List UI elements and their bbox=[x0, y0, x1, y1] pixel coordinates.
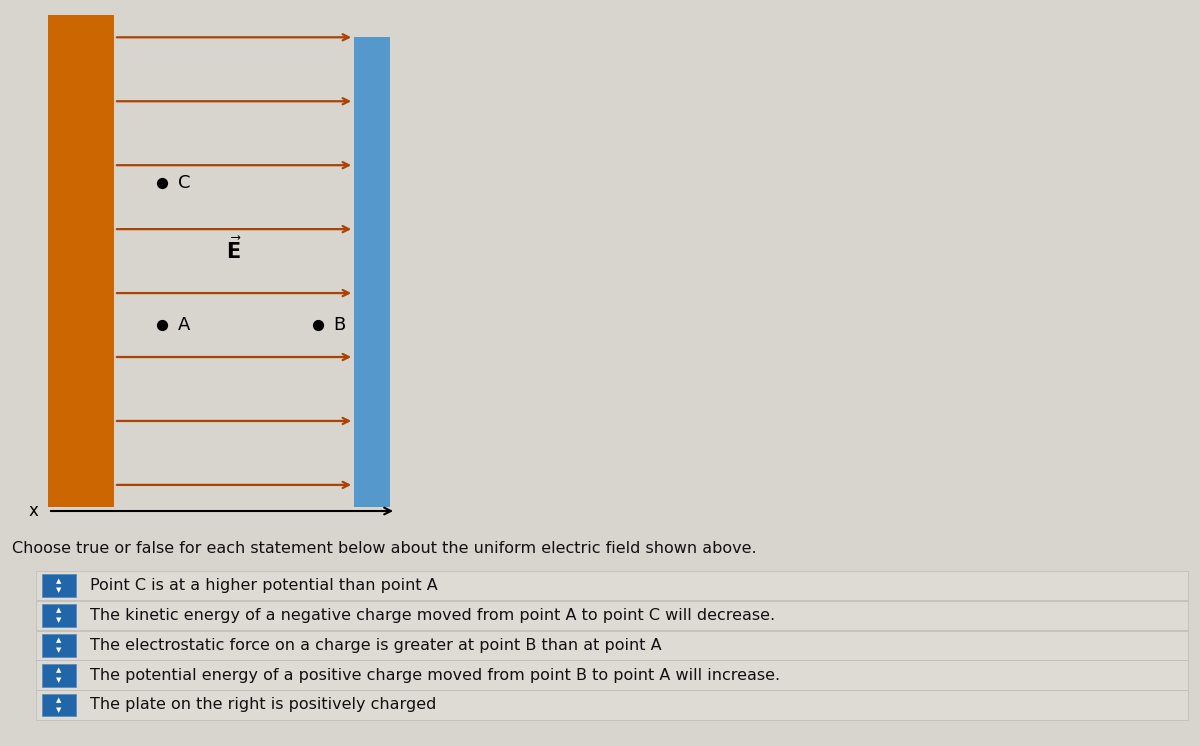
Text: x: x bbox=[29, 502, 38, 520]
Text: The electrostatic force on a charge is greater at point B than at point A: The electrostatic force on a charge is g… bbox=[90, 638, 661, 653]
Point bbox=[152, 319, 172, 330]
Bar bbox=[36, 690, 1188, 720]
Text: A: A bbox=[178, 316, 190, 333]
Text: Choose true or false for each statement below about the uniform electric field s: Choose true or false for each statement … bbox=[12, 541, 757, 556]
Text: Point C is at a higher potential than point A: Point C is at a higher potential than po… bbox=[90, 578, 438, 593]
Point bbox=[308, 319, 328, 330]
Bar bbox=[42, 664, 76, 686]
Bar bbox=[354, 37, 390, 507]
Text: ▼: ▼ bbox=[56, 677, 61, 683]
Text: The kinetic energy of a negative charge moved from point A to point C will decre: The kinetic energy of a negative charge … bbox=[90, 608, 775, 623]
Text: ▲: ▲ bbox=[56, 697, 61, 703]
Text: ▼: ▼ bbox=[56, 617, 61, 624]
Text: ▼: ▼ bbox=[56, 587, 61, 594]
Bar bbox=[42, 694, 76, 716]
Bar bbox=[42, 604, 76, 627]
Bar bbox=[42, 634, 76, 656]
Bar bbox=[36, 630, 1188, 660]
Text: ▲: ▲ bbox=[56, 607, 61, 614]
Text: B: B bbox=[334, 316, 346, 333]
Bar bbox=[36, 660, 1188, 690]
Point bbox=[152, 177, 172, 189]
Text: ▲: ▲ bbox=[56, 577, 61, 584]
Bar bbox=[36, 571, 1188, 601]
Bar bbox=[36, 601, 1188, 630]
Text: $\vec{\mathbf{E}}$: $\vec{\mathbf{E}}$ bbox=[226, 236, 242, 263]
Text: ▲: ▲ bbox=[56, 667, 61, 674]
Text: C: C bbox=[178, 174, 190, 192]
Bar bbox=[42, 574, 76, 597]
Bar bbox=[48, 15, 114, 507]
Text: ▼: ▼ bbox=[56, 706, 61, 713]
Text: The plate on the right is positively charged: The plate on the right is positively cha… bbox=[90, 698, 437, 712]
Text: ▲: ▲ bbox=[56, 637, 61, 644]
Text: The potential energy of a positive charge moved from point B to point A will inc: The potential energy of a positive charg… bbox=[90, 668, 780, 683]
Text: ▼: ▼ bbox=[56, 647, 61, 653]
